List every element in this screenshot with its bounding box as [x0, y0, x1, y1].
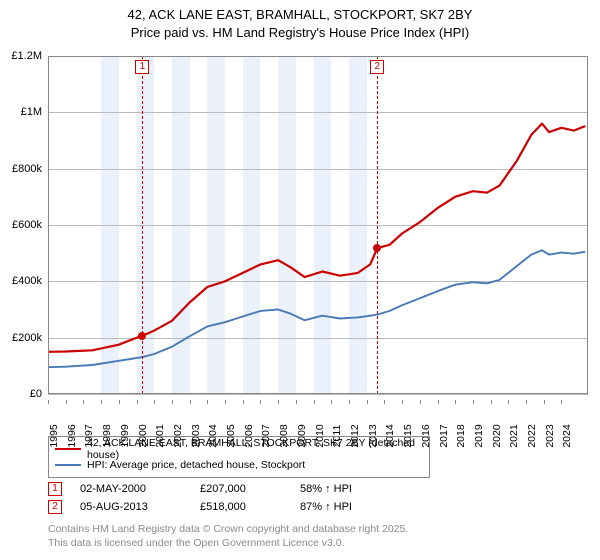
sale-pct-vs-hpi: 58% ↑ HPI	[300, 483, 420, 495]
legend-row: 42, ACK LANE EAST, BRAMHALL, STOCKPORT, …	[55, 441, 423, 457]
footer-line-2: This data is licensed under the Open Gov…	[48, 536, 408, 550]
chart-area: 12 £0£200k£400k£600k£800k£1M£1.2M 199519…	[48, 56, 588, 394]
ytick-label: £400k	[12, 275, 42, 287]
xtick-label: 2017	[438, 424, 442, 447]
sales-table: 1 02-MAY-2000 £207,000 58% ↑ HPI 2 05-AU…	[48, 480, 420, 516]
xtick-label: 2022	[526, 424, 530, 447]
footer-line-1: Contains HM Land Registry data © Crown c…	[48, 522, 408, 536]
legend-swatch-icon	[55, 448, 81, 450]
sale-price: £518,000	[200, 501, 300, 513]
ytick-label: £800k	[12, 163, 42, 175]
sale-marker-icon: 1	[48, 482, 62, 496]
sale-dot	[373, 244, 381, 252]
sale-vline	[142, 56, 143, 394]
title-block: 42, ACK LANE EAST, BRAMHALL, STOCKPORT, …	[0, 0, 600, 41]
xtick-label: 2021	[508, 424, 512, 447]
sale-pct-vs-hpi: 87% ↑ HPI	[300, 501, 420, 513]
sale-price: £207,000	[200, 483, 300, 495]
sale-date: 02-MAY-2000	[80, 483, 200, 495]
legend-swatch-icon	[55, 464, 81, 466]
sale-marker-number: 2	[52, 501, 58, 512]
legend: 42, ACK LANE EAST, BRAMHALL, STOCKPORT, …	[48, 436, 430, 478]
ytick-label: £1.2M	[11, 50, 42, 62]
sale-vline	[377, 56, 378, 394]
xtick-label: 2020	[491, 424, 495, 447]
sale-marker-number: 1	[52, 483, 58, 494]
sales-row: 2 05-AUG-2013 £518,000 87% ↑ HPI	[48, 498, 420, 516]
chart-container: 42, ACK LANE EAST, BRAMHALL, STOCKPORT, …	[0, 0, 600, 560]
ytick-label: £1M	[21, 106, 42, 118]
xtick-label: 2024	[561, 424, 565, 447]
xtick-label: 2023	[544, 424, 548, 447]
ytick-label: £200k	[12, 332, 42, 344]
ytick-label: £0	[30, 388, 42, 400]
footer: Contains HM Land Registry data © Crown c…	[48, 522, 408, 550]
title-line-2: Price paid vs. HM Land Registry's House …	[0, 24, 600, 42]
sale-marker-box: 2	[370, 60, 384, 74]
xtick-label: 2019	[473, 424, 477, 447]
legend-label: HPI: Average price, detached house, Stoc…	[87, 459, 305, 471]
sale-dot	[138, 332, 146, 340]
ytick-label: £600k	[12, 219, 42, 231]
series-line-hpi	[48, 250, 585, 367]
title-line-1: 42, ACK LANE EAST, BRAMHALL, STOCKPORT, …	[0, 6, 600, 24]
sale-marker-box: 1	[135, 60, 149, 74]
chart-lines-svg	[48, 56, 588, 394]
sale-date: 05-AUG-2013	[80, 501, 200, 513]
gridline	[48, 394, 588, 395]
xtick-label: 2018	[455, 424, 459, 447]
sale-marker-icon: 2	[48, 500, 62, 514]
legend-label: 42, ACK LANE EAST, BRAMHALL, STOCKPORT, …	[87, 437, 423, 461]
sales-row: 1 02-MAY-2000 £207,000 58% ↑ HPI	[48, 480, 420, 498]
